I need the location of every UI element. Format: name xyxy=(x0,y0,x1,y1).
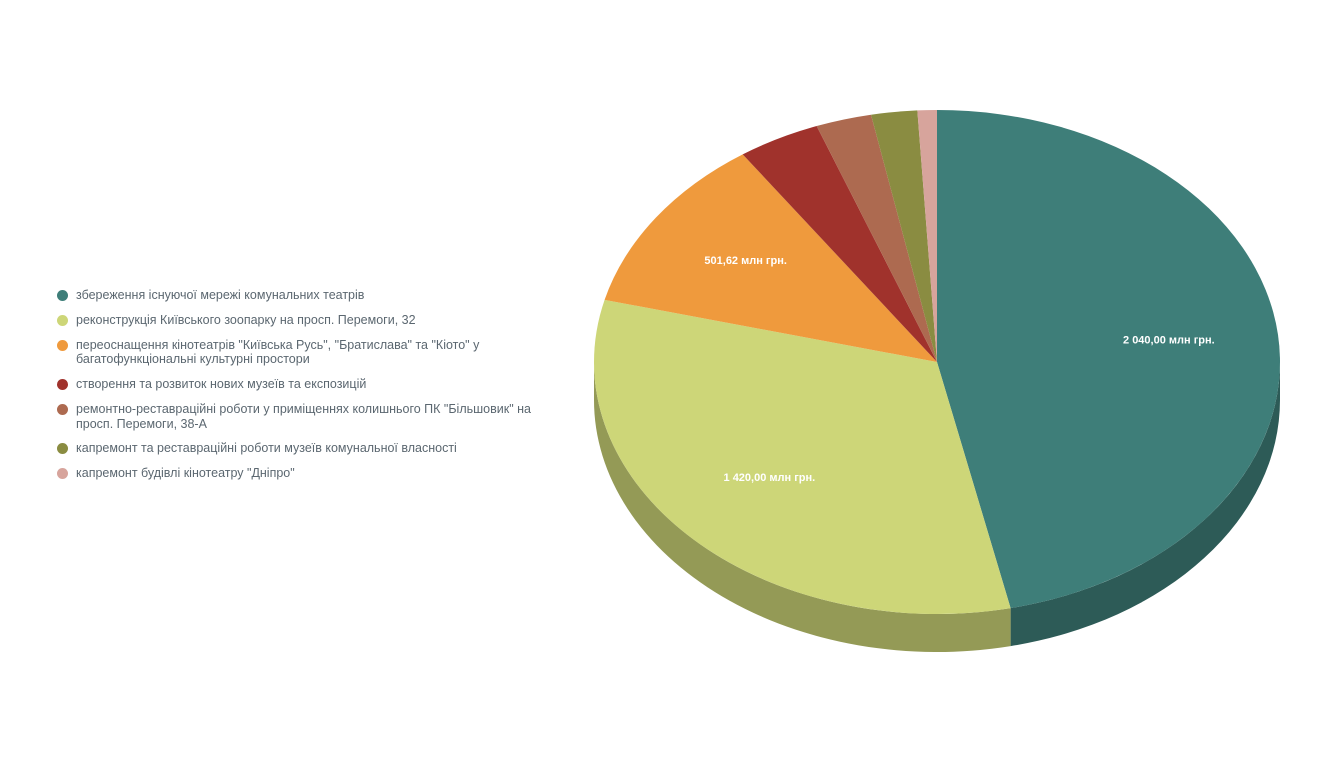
pie-slice-side xyxy=(594,362,1011,652)
pie-3d-sides xyxy=(594,362,1280,652)
legend-item[interactable]: капремонт та реставраційні роботи музеїв… xyxy=(57,441,554,456)
pie-slice[interactable] xyxy=(871,110,937,363)
legend-item-label: ремонтно-реставраційні роботи у приміщен… xyxy=(76,401,531,431)
legend-item-label: капремонт будівлі кінотеатру "Дніпро" xyxy=(76,466,295,480)
legend-item-label: збереження існуючої мережі комунальних т… xyxy=(76,288,365,302)
pie-slices xyxy=(594,110,1281,614)
pie-value-labels: 2 040,00 млн грн. 1 420,00 млн грн. 501,62… xyxy=(704,255,1214,484)
pie-slice[interactable] xyxy=(604,154,937,362)
pie-slice[interactable] xyxy=(937,110,1281,609)
pie-slice[interactable] xyxy=(742,126,937,362)
legend-item[interactable]: збереження існуючої мережі комунальних т… xyxy=(57,288,554,303)
legend-marker-icon xyxy=(57,339,68,351)
legend-marker-icon xyxy=(57,379,68,390)
legend: збереження існуючої мережі комунальних т… xyxy=(57,288,554,481)
pie-slice-value-label: 501,62 млн грн. xyxy=(704,255,787,267)
legend-marker-icon xyxy=(57,403,68,415)
pie-slice-value-label: 2 040,00 млн грн. xyxy=(1123,335,1215,347)
legend-item[interactable]: створення та розвиток нових музеїв та ек… xyxy=(57,377,554,392)
legend-item-label: капремонт та реставраційні роботи музеїв… xyxy=(76,441,457,456)
legend-marker-icon xyxy=(57,314,68,326)
pie-slice-value-label: 1 420,00 млн грн. xyxy=(724,472,816,484)
legend-item[interactable]: переоснащення кінотеатрів "Київська Русь… xyxy=(57,338,554,368)
pie-slice-side xyxy=(1010,362,1280,647)
legend-marker-icon xyxy=(57,468,68,479)
legend-item-label: створення та розвиток нових музеїв та ек… xyxy=(76,377,367,391)
legend-marker-icon xyxy=(57,290,68,301)
legend-item[interactable]: капремонт будівлі кінотеатру "Дніпро" xyxy=(57,466,554,481)
legend-item-label: переоснащення кінотеатрів "Київська Русь… xyxy=(76,337,480,367)
legend-item[interactable]: реконструкція Київського зоопарку на про… xyxy=(57,313,554,328)
pie-slice[interactable] xyxy=(816,114,937,362)
legend-item-label: реконструкція Київського зоопарку на про… xyxy=(76,312,416,327)
legend-item[interactable]: ремонтно-реставраційні роботи у приміщен… xyxy=(57,402,554,432)
legend-marker-icon xyxy=(57,443,68,455)
pie-slice[interactable] xyxy=(917,110,937,362)
pie-slice[interactable] xyxy=(594,299,1011,614)
